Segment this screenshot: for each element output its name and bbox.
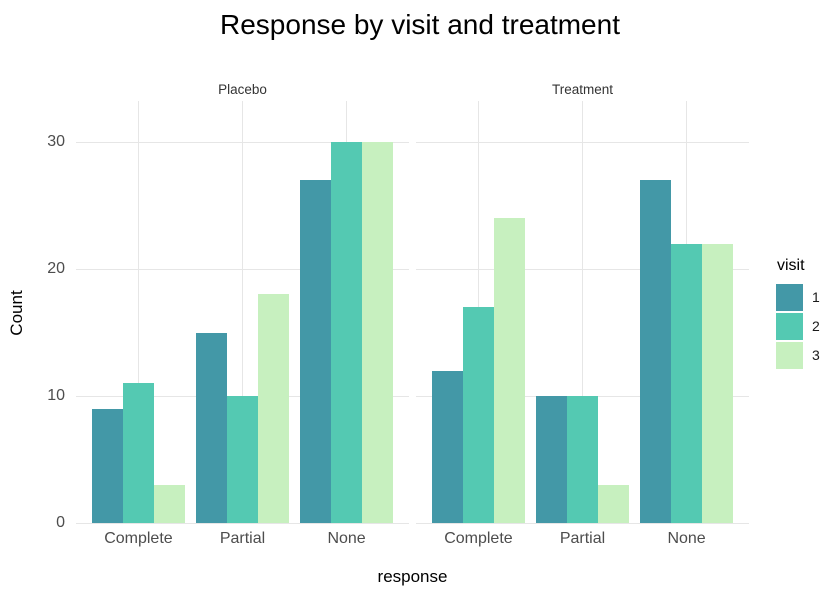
bar-treatment-complete-visit1 bbox=[431, 370, 463, 523]
bar-placebo-none-visit3 bbox=[362, 142, 394, 523]
bar-placebo-complete-visit2 bbox=[122, 383, 154, 523]
bar-placebo-none-visit1 bbox=[299, 180, 331, 523]
bar-treatment-none-visit1 bbox=[639, 180, 671, 523]
bar-treatment-none-visit2 bbox=[670, 243, 702, 523]
bar-placebo-partial-visit3 bbox=[258, 294, 290, 523]
y-tick-label: 20 bbox=[47, 260, 65, 277]
bar-placebo-complete-visit3 bbox=[154, 484, 186, 523]
chart-title: Response by visit and treatment bbox=[220, 9, 620, 40]
y-tick-label: 10 bbox=[47, 387, 65, 404]
x-tick-label: None bbox=[667, 530, 706, 547]
bar-treatment-partial-visit1 bbox=[535, 396, 567, 523]
legend-key-label-visit1: 1 bbox=[812, 289, 820, 305]
bar-placebo-none-visit2 bbox=[330, 142, 362, 523]
y-tick-label: 0 bbox=[56, 514, 65, 531]
legend-key-swatch-visit2 bbox=[776, 313, 803, 340]
gridline-vertical bbox=[137, 101, 139, 523]
legend-key-label-visit2: 2 bbox=[812, 318, 820, 334]
bar-treatment-partial-visit2 bbox=[566, 396, 598, 523]
x-tick-label: Partial bbox=[219, 530, 266, 547]
x-tick-label: Complete bbox=[104, 530, 173, 547]
gridline-horizontal bbox=[416, 522, 749, 524]
bar-placebo-partial-visit1 bbox=[195, 332, 227, 523]
legend-key-swatch-visit1 bbox=[776, 284, 803, 311]
bar-treatment-complete-visit3 bbox=[494, 218, 526, 523]
bar-placebo-complete-visit1 bbox=[91, 408, 123, 523]
bar-treatment-none-visit3 bbox=[702, 243, 734, 523]
y-axis-title: Count bbox=[7, 290, 26, 336]
gridline-horizontal bbox=[76, 522, 409, 524]
gridline-vertical bbox=[582, 101, 583, 523]
x-tick-label: None bbox=[327, 530, 366, 547]
legend-key-swatch-visit3 bbox=[776, 342, 803, 369]
y-tick-label: 30 bbox=[47, 133, 65, 150]
x-tick-label: Complete bbox=[444, 530, 513, 547]
facet-strip-treatment: Treatment bbox=[551, 82, 614, 97]
legend-key-label-visit3: 3 bbox=[812, 347, 820, 363]
gridline-vertical bbox=[242, 101, 243, 523]
bar-treatment-complete-visit2 bbox=[462, 307, 494, 523]
bar-treatment-partial-visit3 bbox=[598, 484, 630, 523]
facet-strip-placebo: Placebo bbox=[218, 82, 267, 97]
x-axis-title: response bbox=[377, 567, 448, 586]
legend-title: visit bbox=[777, 257, 805, 274]
x-tick-label: Partial bbox=[559, 530, 606, 547]
bar-placebo-partial-visit2 bbox=[226, 396, 258, 523]
